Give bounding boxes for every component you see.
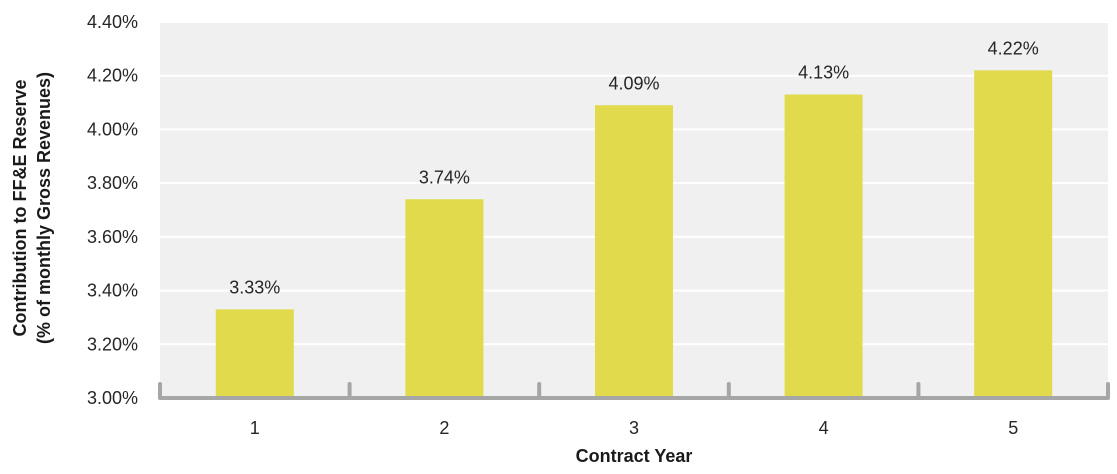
y-tick-label: 3.80% (87, 173, 138, 193)
x-axis-tick-labels: 1 2 3 4 5 (250, 418, 1018, 438)
y-tick-label: 3.20% (87, 334, 138, 354)
y-axis-tick-labels: 3.00% 3.20% 3.40% 3.60% 3.80% 4.00% 4.20% 4.40% (87, 12, 138, 408)
y-axis-title-line2: (% of monthly Gross Revenues) (34, 72, 54, 344)
x-tick-label: 5 (1008, 418, 1018, 438)
y-tick-label: 4.20% (87, 66, 138, 86)
x-axis (158, 382, 1110, 400)
x-tick-label: 4 (819, 418, 829, 438)
x-tick-label: 3 (629, 418, 639, 438)
data-label: 3.74% (419, 167, 470, 187)
y-tick-label: 3.00% (87, 388, 138, 408)
bar-year-3 (595, 105, 673, 398)
y-tick-label: 4.00% (87, 119, 138, 139)
data-label: 4.22% (988, 38, 1039, 58)
bar-year-5 (974, 70, 1053, 398)
bar-year-4 (784, 94, 863, 398)
y-tick-label: 3.40% (87, 281, 138, 301)
x-tick-label: 2 (439, 418, 449, 438)
data-labels: 3.33% 3.74% 4.09% 4.13% 4.22% (229, 38, 1038, 297)
bars (215, 70, 1053, 398)
y-tick-label: 3.60% (87, 227, 138, 247)
data-label: 4.13% (798, 63, 849, 83)
x-axis-title: Contract Year (576, 446, 693, 466)
y-tick-label: 4.40% (87, 12, 138, 32)
data-label: 4.09% (608, 73, 659, 93)
data-label: 3.33% (229, 277, 280, 297)
x-tick-label: 1 (250, 418, 260, 438)
bar-year-2 (405, 199, 484, 398)
bar-year-1 (215, 309, 294, 398)
y-axis-title-line1: Contribution to FF&E Reserve (10, 79, 30, 336)
